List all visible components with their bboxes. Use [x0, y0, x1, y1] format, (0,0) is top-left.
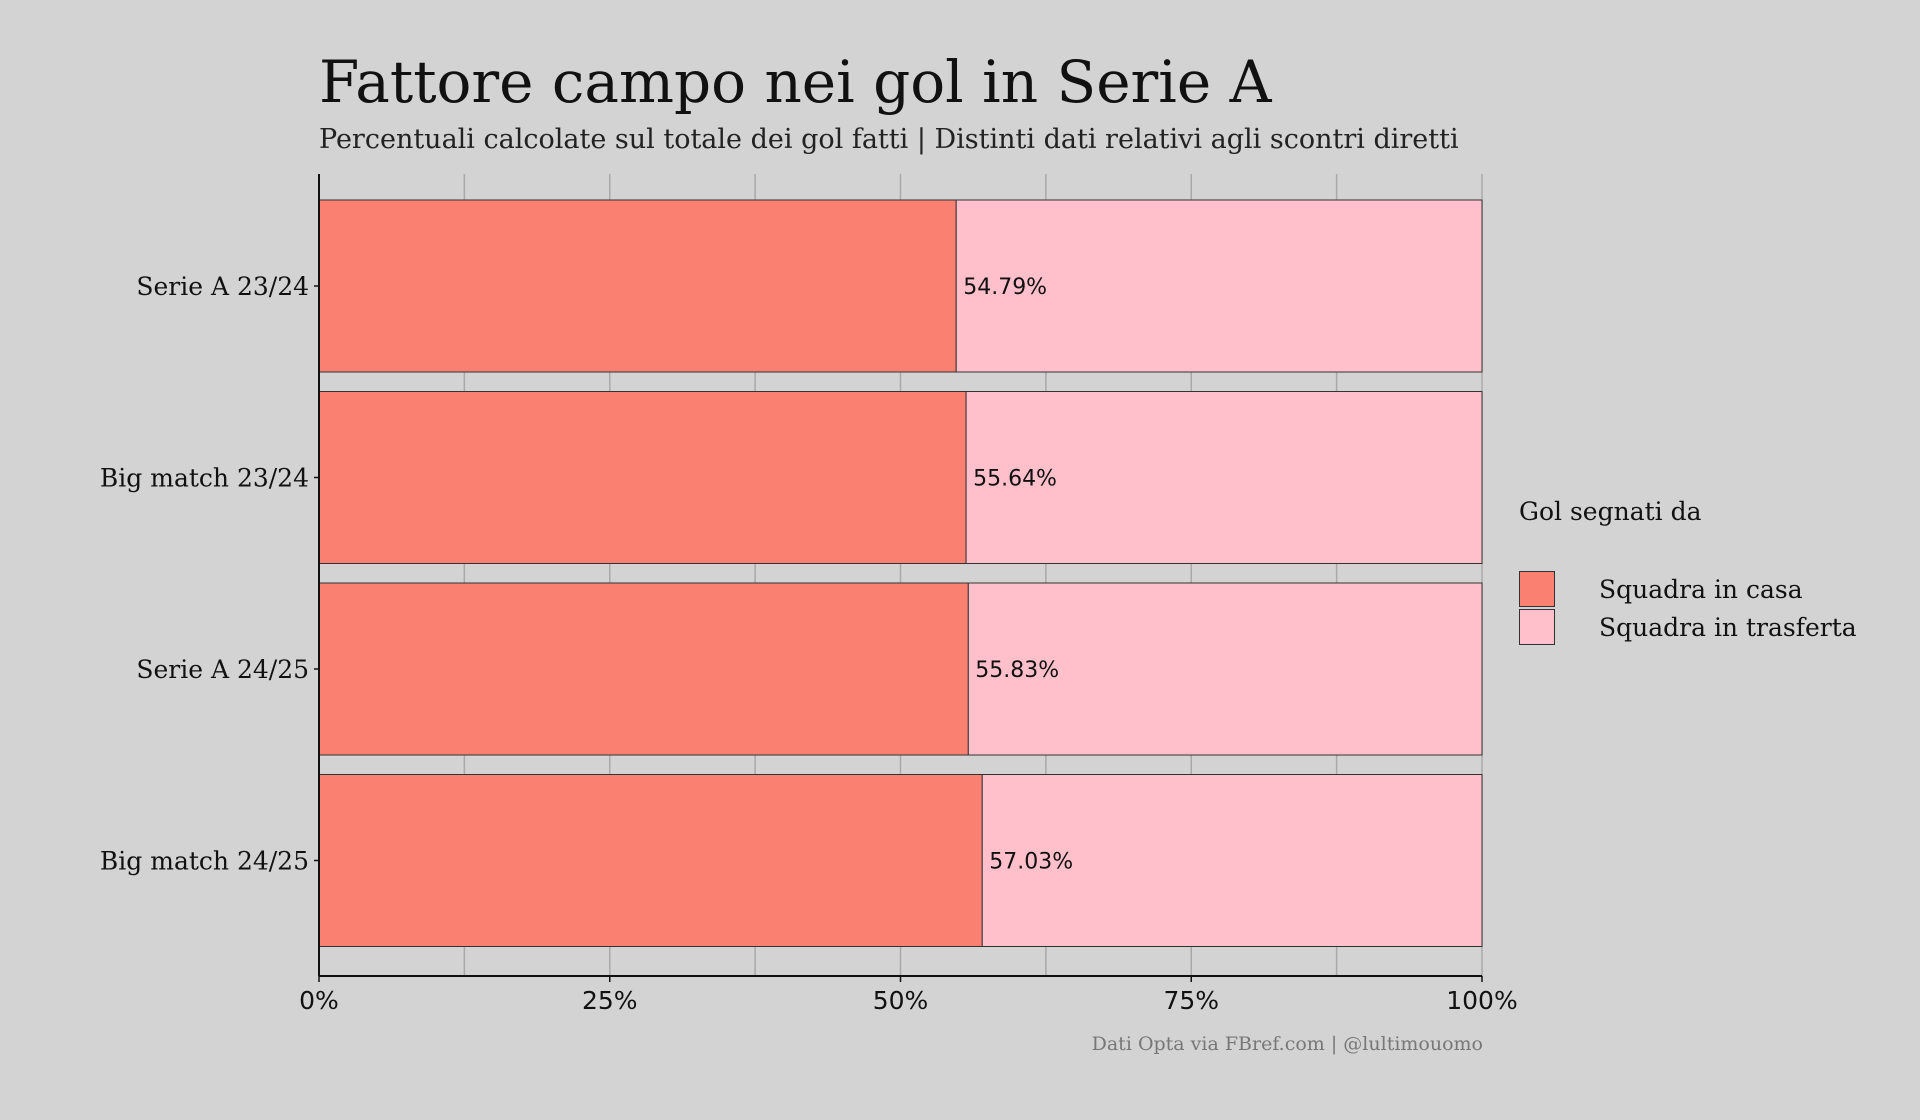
x-tick-label: 100%: [1446, 986, 1517, 1015]
legend-label-away: Squadra in trasferta: [1599, 612, 1857, 642]
labels: 54.79% Serie A 23/24 55.64% Big match 23/24…: [100, 272, 1518, 1015]
category-label: Serie A 23/24: [136, 272, 309, 301]
x-tick-label: 50%: [873, 986, 929, 1015]
data-label: 57.03%: [989, 850, 1073, 875]
bar-home: [318, 199, 957, 373]
bar-home: [318, 582, 969, 756]
legend-swatch-away: [1519, 609, 1555, 645]
legend-item-home: Squadra in casa: [1519, 570, 1803, 608]
bar-away: [965, 391, 1483, 564]
x-tick-label: 0%: [299, 986, 339, 1015]
bar-away: [955, 199, 1483, 373]
chart-title: Fattore campo nei gol in Serie A: [319, 48, 1272, 116]
bars: [318, 199, 1483, 947]
legend-label-home: Squadra in casa: [1599, 574, 1803, 604]
data-label: 54.79%: [963, 275, 1047, 300]
category-label: Big match 23/24: [100, 464, 309, 493]
bar-away: [967, 582, 1483, 756]
legend-item-away: Squadra in trasferta: [1519, 608, 1857, 646]
x-tick-label: 75%: [1163, 986, 1219, 1015]
category-label: Big match 24/25: [100, 847, 309, 876]
category-label: Serie A 24/25: [136, 655, 309, 684]
x-tick-label: 25%: [582, 986, 638, 1015]
legend-title: Gol segnati da: [1519, 497, 1702, 526]
axes: [314, 174, 1483, 982]
legend-swatch-home: [1519, 571, 1555, 607]
bar-away: [981, 774, 1483, 947]
chart-subtitle: Percentuali calcolate sul totale dei gol…: [319, 124, 1459, 155]
bar-home: [318, 391, 967, 564]
data-label: 55.64%: [973, 467, 1057, 492]
data-label: 55.83%: [975, 658, 1059, 683]
bar-home: [318, 774, 983, 947]
source-caption: Dati Opta via FBref.com | @lultimouomo: [1091, 1033, 1483, 1055]
